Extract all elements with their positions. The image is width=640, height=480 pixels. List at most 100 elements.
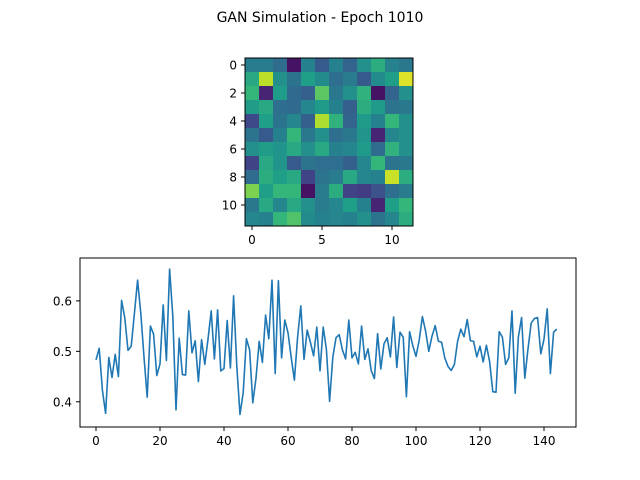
line-x-tick-label: 60: [280, 434, 295, 448]
heatmap-cell: [371, 156, 386, 171]
heatmap-cell: [357, 128, 372, 143]
heatmap-cell: [245, 156, 260, 171]
heatmap-cell: [301, 100, 316, 115]
heatmap-cell: [273, 114, 288, 129]
heatmap-cell: [287, 100, 302, 115]
heatmap-cell: [399, 170, 414, 185]
heatmap-cell: [287, 170, 302, 185]
heatmap-cell: [259, 156, 274, 171]
heatmap-cell: [287, 142, 302, 157]
heatmap-panel: 0 5 10 0 2 4 6 8 10: [222, 57, 414, 247]
heatmap-cell: [385, 212, 400, 227]
heatmap-cell: [273, 156, 288, 171]
heatmap-cell: [245, 198, 260, 213]
heatmap-cell: [315, 184, 330, 199]
heatmap-y-ticks: 0 2 4 6 8 10: [222, 59, 245, 213]
line-y-tick-label: 0.6: [53, 294, 72, 308]
heatmap-cell: [301, 128, 316, 143]
heatmap-cell: [301, 170, 316, 185]
heatmap-cell: [301, 156, 316, 171]
heatmap-cell: [329, 198, 344, 213]
heatmap-x-ticks: 0 5 10: [248, 226, 400, 247]
heatmap-y-tick-label: 2: [229, 87, 237, 101]
heatmap-cell: [301, 58, 316, 73]
heatmap-cell: [371, 58, 386, 73]
heatmap-cell: [343, 128, 358, 143]
line-x-tick-label: 80: [344, 434, 359, 448]
heatmap-cell: [301, 198, 316, 213]
heatmap-cell: [343, 142, 358, 157]
heatmap-x-tick-label: 10: [384, 233, 399, 247]
heatmap-cell: [399, 86, 414, 101]
line-y-tick-label: 0.4: [53, 395, 72, 409]
heatmap-cell: [399, 184, 414, 199]
line-x-tick-label: 0: [92, 434, 100, 448]
heatmap-cell: [343, 58, 358, 73]
heatmap-cell: [273, 72, 288, 87]
heatmap-cell: [385, 198, 400, 213]
heatmap-cell: [371, 86, 386, 101]
heatmap-cell: [357, 170, 372, 185]
heatmap-cell: [329, 170, 344, 185]
heatmap-frame: [244, 57, 414, 227]
heatmap-cell: [259, 128, 274, 143]
heatmap-cell: [343, 184, 358, 199]
heatmap-cell: [329, 72, 344, 87]
line-y-ticks: 0.4 0.5 0.6: [53, 294, 80, 409]
heatmap-cell: [343, 100, 358, 115]
heatmap-cell: [329, 212, 344, 227]
heatmap-cell: [329, 58, 344, 73]
heatmap-y-tick-label: 6: [229, 143, 237, 157]
heatmap-y-tick-label: 4: [229, 115, 237, 129]
line-x-tick-label: 120: [469, 434, 492, 448]
heatmap-cell: [301, 212, 316, 227]
heatmap-cell: [399, 100, 414, 115]
heatmap-cell: [273, 212, 288, 227]
heatmap-cell: [259, 100, 274, 115]
heatmap-cell: [259, 184, 274, 199]
heatmap-cell: [329, 142, 344, 157]
heatmap-cell: [315, 170, 330, 185]
line-x-ticks: 0 20 40 60 80 100 120 140: [92, 427, 555, 448]
heatmap-cell: [301, 184, 316, 199]
heatmap-cell: [371, 100, 386, 115]
heatmap-cell: [385, 156, 400, 171]
heatmap-cell: [287, 128, 302, 143]
heatmap-cell: [245, 114, 260, 129]
heatmap-cell: [399, 198, 414, 213]
heatmap-cell: [315, 128, 330, 143]
heatmap-cell: [385, 114, 400, 129]
heatmap-cell: [315, 142, 330, 157]
heatmap-cell: [399, 142, 414, 157]
heatmap-cell: [399, 156, 414, 171]
heatmap-cell: [329, 184, 344, 199]
heatmap-cell: [399, 212, 414, 227]
heatmap-cell: [273, 86, 288, 101]
heatmap-cell: [259, 72, 274, 87]
heatmap-cell: [259, 212, 274, 227]
heatmap-cell: [273, 142, 288, 157]
heatmap-cell: [301, 114, 316, 129]
heatmap-cell: [357, 58, 372, 73]
heatmap-cell: [273, 128, 288, 143]
heatmap-cell: [245, 128, 260, 143]
heatmap-cell: [357, 100, 372, 115]
heatmap-cell: [259, 114, 274, 129]
heatmap-cell: [357, 156, 372, 171]
heatmap-cell: [315, 212, 330, 227]
line-panel: 0 20 40 60 80 100 120 140 0.4 0.5 0.6: [53, 257, 577, 448]
heatmap-cell: [399, 128, 414, 143]
heatmap-cell: [315, 100, 330, 115]
heatmap-cell: [273, 170, 288, 185]
heatmap-cell: [385, 86, 400, 101]
line-x-tick-label: 100: [405, 434, 428, 448]
heatmap-cell: [301, 142, 316, 157]
heatmap-cell: [357, 72, 372, 87]
heatmap-cell: [357, 114, 372, 129]
heatmap-cell: [343, 72, 358, 87]
heatmap-cell: [259, 86, 274, 101]
heatmap-cell: [245, 170, 260, 185]
heatmap-cell: [287, 58, 302, 73]
heatmap-cell: [245, 184, 260, 199]
